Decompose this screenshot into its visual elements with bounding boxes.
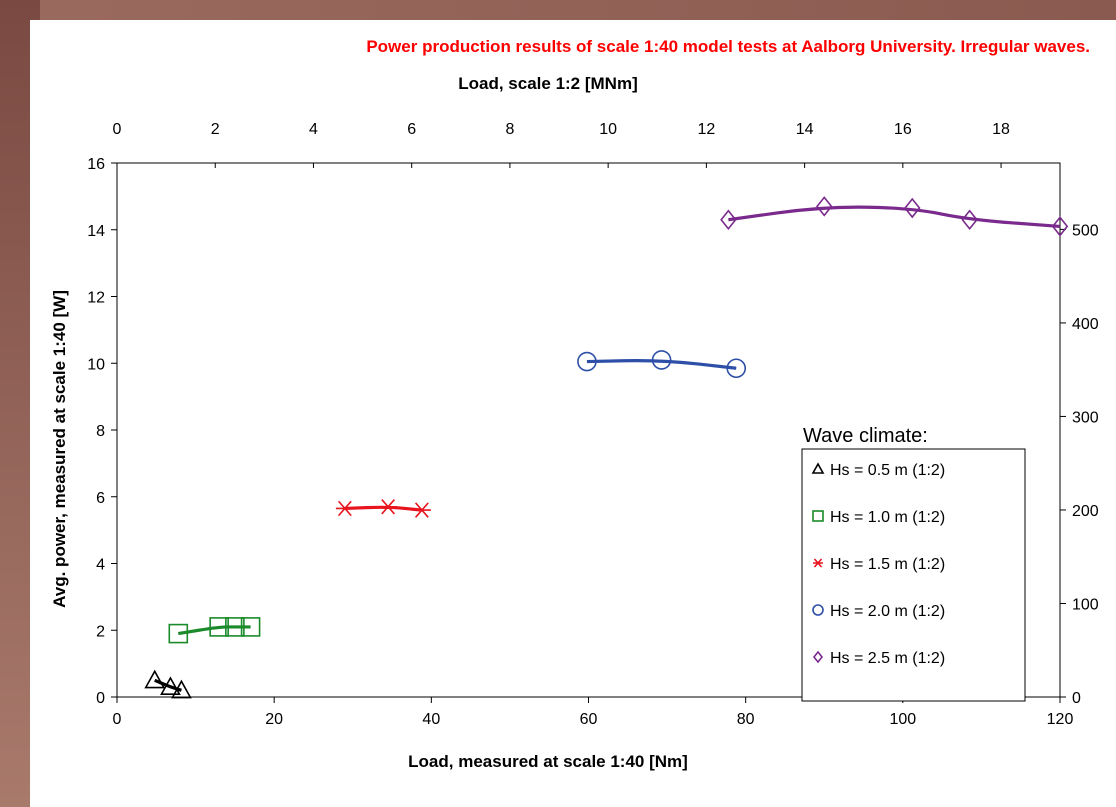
data-point <box>412 502 431 518</box>
x-axis-title: Load, measured at scale 1:40 [Nm] <box>408 752 688 771</box>
series-line <box>178 625 251 636</box>
legend-box <box>801 448 1026 702</box>
x-tick-label: 20 <box>265 711 283 728</box>
y-tick-label: 14 <box>87 223 105 240</box>
series <box>335 499 431 518</box>
chart: Power production results of scale 1:40 m… <box>50 37 1099 771</box>
y2-tick-label: 200 <box>1072 503 1099 520</box>
data-point <box>335 500 354 517</box>
x2-axis-title: Load, scale 1:2 [MNm] <box>458 74 638 93</box>
x2-tick-label: 12 <box>697 121 715 138</box>
x2-tick-label: 16 <box>894 121 912 138</box>
data-point <box>813 558 823 568</box>
chart-panel: Power production results of scale 1:40 m… <box>30 20 1116 807</box>
legend-label: Hs = 2.0 m (1:2) <box>830 603 945 620</box>
y-tick-label: 0 <box>96 690 105 707</box>
series-line <box>154 678 182 692</box>
y2-tick-label: 500 <box>1072 222 1099 239</box>
series-line <box>344 505 423 512</box>
y-tick-label: 6 <box>96 490 105 507</box>
x-tick-label: 80 <box>737 711 755 728</box>
data-point <box>160 676 181 695</box>
legend-label: Hs = 0.5 m (1:2) <box>830 462 945 479</box>
series <box>168 617 261 644</box>
legend-label: Hs = 2.5 m (1:2) <box>830 650 945 667</box>
data-point <box>651 350 672 370</box>
y-tick-label: 4 <box>96 557 105 574</box>
data-point <box>379 499 398 515</box>
x2-tick-label: 0 <box>113 121 122 138</box>
data-point <box>811 462 825 474</box>
y2-tick-label: 400 <box>1072 316 1099 333</box>
data-point <box>1051 216 1069 237</box>
x2-tick-label: 8 <box>505 121 514 138</box>
legend-label: Hs = 1.5 m (1:2) <box>830 556 945 573</box>
data-point <box>816 196 833 217</box>
chart-title: Power production results of scale 1:40 m… <box>366 37 1090 56</box>
x2-tick-label: 14 <box>796 121 814 138</box>
x-tick-label: 0 <box>113 711 122 728</box>
axes: 0 20 40 60 80 100 120 0 2 4 6 8 10 12 14 16 0 2 4 6 8 10 12 14 1… <box>87 121 1099 728</box>
data-point <box>812 604 824 616</box>
series <box>720 196 1069 237</box>
legend-item: Hs = 0.5 m (1:2) <box>811 462 945 479</box>
data-point <box>225 617 245 637</box>
data-point <box>168 623 189 644</box>
series <box>144 669 192 699</box>
x2-tick-label: 4 <box>309 121 318 138</box>
legend-item: Hs = 1.0 m (1:2) <box>812 509 945 526</box>
y-axis-title: Avg. power, measured at scale 1:40 [W] <box>50 290 69 608</box>
x-tick-label: 60 <box>580 711 598 728</box>
legend-item: Hs = 1.5 m (1:2) <box>813 556 945 573</box>
legend-item: Hs = 2.5 m (1:2) <box>812 650 945 667</box>
series-line <box>586 359 737 370</box>
data-point <box>209 617 229 637</box>
y-tick-label: 16 <box>87 156 105 173</box>
data-point <box>904 197 921 219</box>
y-tick-label: 8 <box>96 423 105 440</box>
y2-tick-label: 0 <box>1072 690 1081 707</box>
x2-tick-label: 10 <box>599 121 617 138</box>
x-tick-label: 40 <box>422 711 440 728</box>
x2-tick-label: 2 <box>211 121 220 138</box>
data-point <box>812 650 824 664</box>
y-tick-label: 12 <box>87 290 105 307</box>
series-layer <box>144 196 1069 699</box>
y2-tick-label: 300 <box>1072 409 1099 426</box>
data-point <box>961 209 978 231</box>
series <box>577 350 747 379</box>
series-line <box>728 205 1061 229</box>
y2-tick-label: 100 <box>1072 596 1099 613</box>
y-tick-label: 10 <box>87 356 105 373</box>
legend-items: Hs = 0.5 m (1:2) Hs = 1.0 m (1:2) Hs = 1.5… <box>811 462 945 667</box>
x2-tick-label: 18 <box>992 121 1010 138</box>
data-point <box>577 351 597 372</box>
data-point <box>812 510 824 522</box>
data-point <box>720 209 737 231</box>
legend-item: Hs = 2.0 m (1:2) <box>812 603 945 620</box>
y-tick-label: 2 <box>96 623 105 640</box>
data-point <box>171 679 192 699</box>
x2-tick-label: 6 <box>407 121 416 138</box>
data-point <box>240 617 261 637</box>
legend-label: Hs = 1.0 m (1:2) <box>830 509 945 526</box>
legend: Wave climate: Hs = 0.5 m (1:2) Hs = 1.0 m… <box>801 425 1026 702</box>
x-tick-label: 120 <box>1047 711 1074 728</box>
data-point <box>144 669 166 689</box>
data-point <box>726 358 747 379</box>
legend-title: Wave climate: <box>803 425 928 447</box>
x-tick-label: 100 <box>889 711 916 728</box>
